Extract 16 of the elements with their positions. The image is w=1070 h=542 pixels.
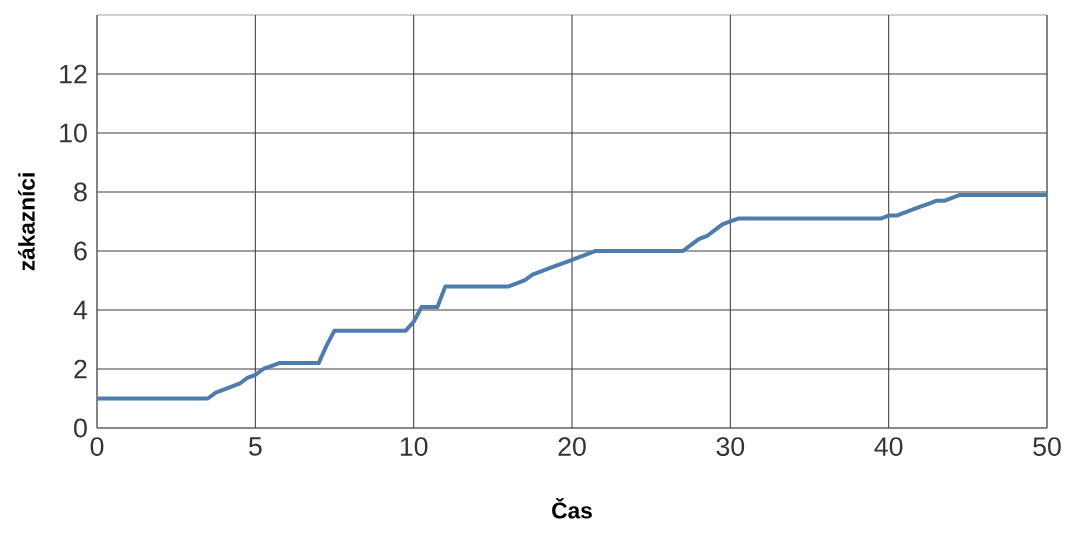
y-axis-title: zákazníci <box>17 173 35 271</box>
y-tick-label: 0 <box>74 418 87 438</box>
y-tick-label: 4 <box>73 300 88 320</box>
x-tick-label: 30 <box>716 437 745 457</box>
y-tick-label: 6 <box>74 241 87 261</box>
y-tick-label: 8 <box>74 182 87 202</box>
x-tick-label: 20 <box>558 437 586 457</box>
y-tick-label: 2 <box>74 359 87 379</box>
x-tick-label: 5 <box>248 437 262 456</box>
x-tick-label: 10 <box>400 437 428 457</box>
x-tick-label: 50 <box>1033 437 1061 457</box>
x-axis-title: Čas <box>552 498 592 519</box>
x-tick-label: 40 <box>874 437 903 457</box>
y-tick-label: 12 <box>60 64 87 84</box>
y-tick-label: 10 <box>60 123 87 143</box>
x-tick-label: 0 <box>90 437 104 457</box>
